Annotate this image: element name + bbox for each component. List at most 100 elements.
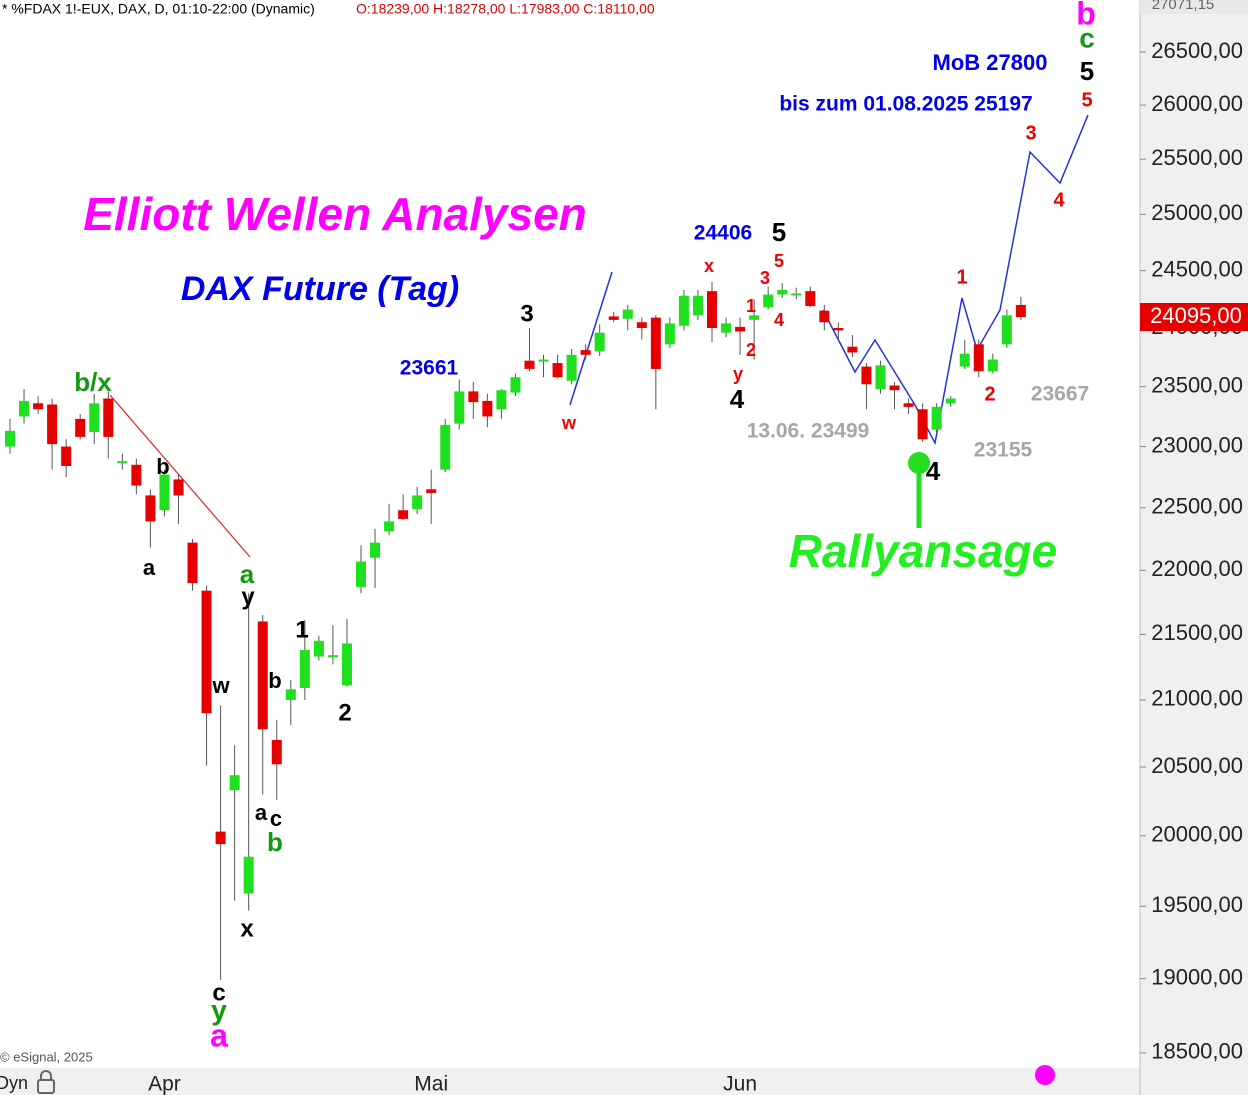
candle-body bbox=[327, 655, 338, 658]
candle bbox=[580, 344, 591, 360]
y-tick-label: 20000,00 bbox=[1151, 822, 1243, 847]
candle-body bbox=[931, 406, 942, 430]
candle-body bbox=[117, 461, 128, 464]
candle bbox=[61, 439, 72, 477]
candle-body bbox=[538, 359, 549, 362]
candle bbox=[145, 489, 156, 548]
annotation: y bbox=[211, 994, 227, 1025]
x-axis-area bbox=[0, 1068, 1140, 1095]
y-tick-label: 20500,00 bbox=[1151, 753, 1243, 778]
candle-body bbox=[889, 385, 900, 391]
candle-body bbox=[47, 404, 58, 445]
candle bbox=[468, 381, 479, 419]
candle-body bbox=[215, 831, 226, 845]
candle bbox=[33, 396, 44, 415]
annotation: Elliott Wellen Analysen bbox=[83, 188, 587, 240]
candle bbox=[201, 585, 212, 766]
candle bbox=[861, 363, 872, 410]
annotation: w bbox=[561, 413, 577, 433]
annotation: b bbox=[267, 827, 283, 857]
candle bbox=[805, 286, 816, 308]
candle-body bbox=[650, 317, 661, 369]
candle bbox=[707, 281, 717, 342]
candle-body bbox=[552, 363, 563, 378]
candle bbox=[678, 289, 689, 331]
candle bbox=[496, 389, 507, 419]
candle bbox=[819, 304, 830, 331]
candle bbox=[735, 317, 746, 355]
candle-body bbox=[959, 353, 970, 367]
candle bbox=[229, 745, 240, 901]
signal-dot bbox=[908, 452, 930, 474]
y-axis-area bbox=[1140, 0, 1248, 1095]
candle bbox=[117, 453, 128, 470]
annotation: x bbox=[704, 256, 714, 276]
candle-body bbox=[426, 489, 437, 493]
candle bbox=[833, 322, 844, 340]
candle-body bbox=[861, 366, 872, 385]
candle-body bbox=[243, 856, 254, 894]
candle-body bbox=[229, 775, 240, 791]
candle bbox=[75, 414, 86, 440]
candle bbox=[398, 494, 409, 521]
mode-label: Dyn bbox=[0, 1073, 28, 1093]
candle-body bbox=[777, 289, 788, 295]
candle bbox=[538, 354, 549, 378]
candle bbox=[1001, 309, 1012, 348]
candle bbox=[271, 719, 282, 800]
candle bbox=[510, 373, 521, 397]
candle-body bbox=[412, 495, 423, 509]
ohlc-text: O:18239,00 H:18278,00 L:17983,00 C:18110… bbox=[356, 1, 655, 17]
annotation: a bbox=[255, 800, 268, 825]
candle-body bbox=[187, 542, 198, 584]
candle bbox=[664, 317, 675, 348]
y-tick-label: 21500,00 bbox=[1151, 620, 1243, 645]
y-tick-label: 26000,00 bbox=[1151, 91, 1243, 116]
annotation: a bbox=[240, 559, 255, 589]
annotation: 13.06. 23499 bbox=[747, 420, 870, 443]
candle-body bbox=[678, 295, 689, 326]
candle bbox=[692, 289, 703, 320]
candle bbox=[285, 680, 296, 726]
candle bbox=[47, 398, 58, 470]
y-tick-label: 25000,00 bbox=[1151, 200, 1243, 225]
y-tick-label: 24500,00 bbox=[1151, 256, 1243, 281]
y-tick-label: 21000,00 bbox=[1151, 686, 1243, 711]
candle bbox=[131, 458, 142, 495]
annotation: 23667 bbox=[1031, 383, 1089, 406]
candle-body bbox=[692, 295, 703, 316]
candle-body bbox=[61, 446, 72, 466]
annotation: w bbox=[211, 673, 230, 698]
candle bbox=[243, 593, 254, 911]
candle bbox=[566, 348, 577, 385]
annotation: 3 bbox=[760, 268, 770, 288]
candle-body bbox=[482, 400, 493, 417]
candle-body bbox=[271, 739, 282, 765]
y-tick-label: 19000,00 bbox=[1151, 964, 1243, 989]
annotation: 4 bbox=[730, 384, 745, 414]
candle bbox=[777, 283, 788, 299]
candle bbox=[903, 398, 914, 415]
candle bbox=[524, 328, 535, 372]
forecast-line bbox=[569, 271, 613, 406]
annotation: 5 bbox=[774, 251, 784, 271]
annotation: c bbox=[212, 979, 225, 1006]
annotation: c bbox=[1079, 22, 1095, 53]
candle-body bbox=[384, 521, 395, 532]
candle-body bbox=[468, 391, 479, 403]
candle bbox=[482, 393, 493, 428]
candle bbox=[257, 615, 268, 795]
annotation: x bbox=[240, 915, 254, 942]
candle bbox=[159, 469, 170, 517]
y-tick-label: 22500,00 bbox=[1151, 494, 1243, 519]
annotation: b bbox=[1076, 0, 1096, 31]
candle bbox=[341, 618, 352, 687]
y-tick-label: 19500,00 bbox=[1151, 892, 1243, 917]
annotation: y bbox=[733, 364, 743, 384]
candle-body bbox=[833, 328, 844, 331]
annotation: 5 bbox=[1081, 89, 1092, 111]
candle-body bbox=[608, 316, 619, 320]
annotation: 2 bbox=[746, 340, 756, 360]
